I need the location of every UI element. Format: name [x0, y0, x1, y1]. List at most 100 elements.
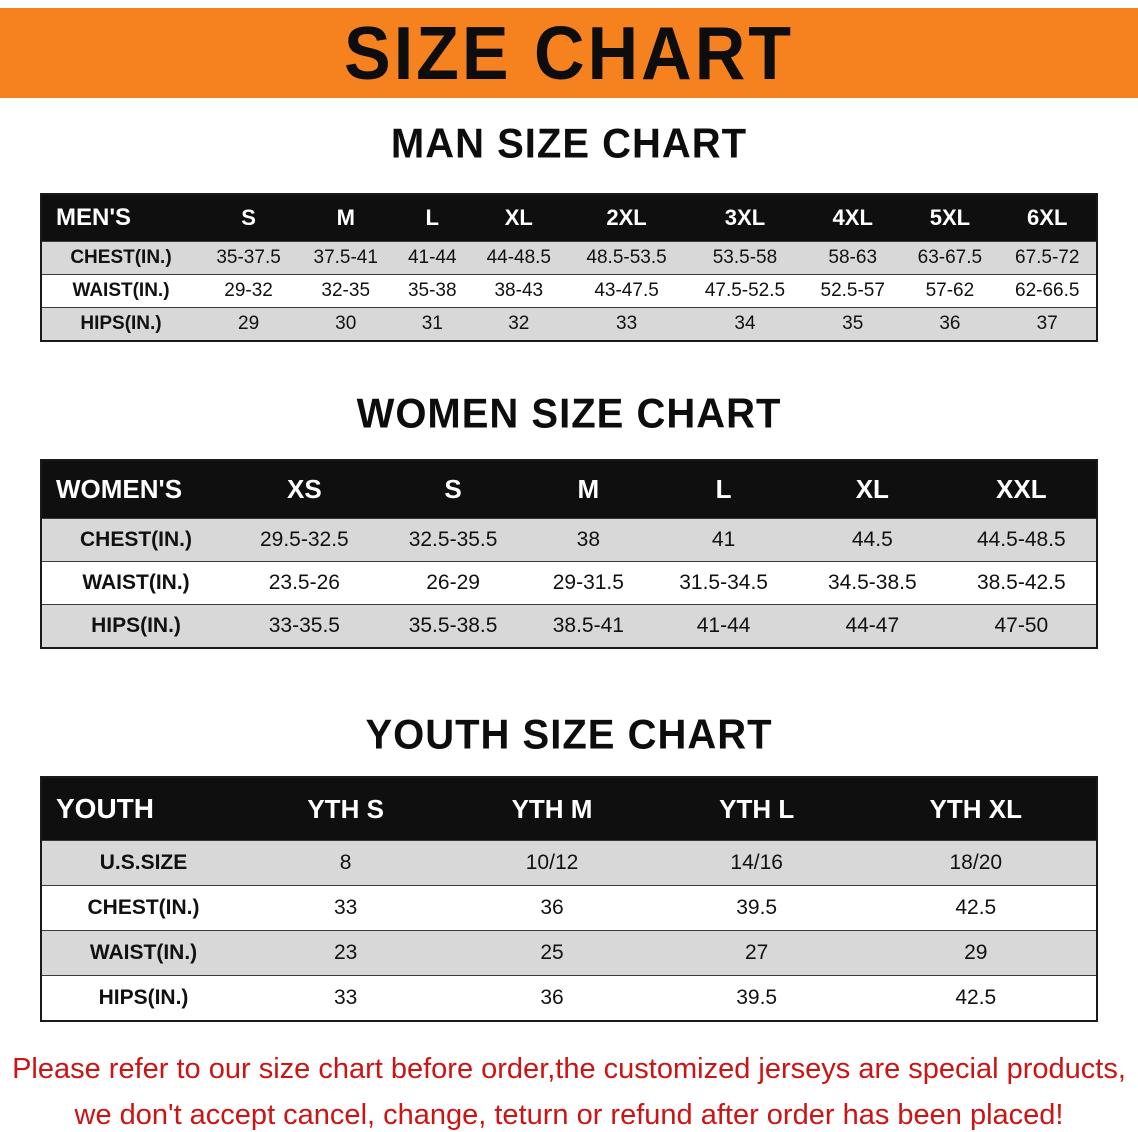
- page-title: SIZE CHART: [344, 10, 794, 96]
- size-value-cell: 52.5-57: [820, 280, 885, 301]
- size-value-cell: 39.5: [736, 986, 778, 1009]
- size-value-cell: 44.5-48.5: [976, 528, 1066, 551]
- disclaimer-line-2: we don't accept cancel, change, teturn o…: [74, 1099, 1064, 1132]
- size-column-header: YTH M: [511, 793, 593, 824]
- size-column-header: 5XL: [929, 205, 971, 230]
- size-value-cell: 41-44: [407, 247, 457, 268]
- size-value-cell: 41: [711, 528, 736, 551]
- size-value-cell: 47-50: [994, 614, 1049, 637]
- row-label-cell: CHEST(IN.): [80, 528, 192, 551]
- row-label-cell: HIPS(IN.): [91, 614, 181, 637]
- size-value-cell: 38.5-41: [552, 614, 624, 637]
- size-value-cell: 36: [540, 986, 564, 1009]
- size-value-cell: 31.5-34.5: [679, 571, 768, 594]
- size-value-cell: 44-48.5: [486, 247, 552, 268]
- size-column-header: M: [336, 205, 355, 230]
- table-row: WAIST(IN.) 23.5-26 26-29 29-31.5 31.5-34.5 34…: [41, 561, 1097, 605]
- size-value-cell: 23: [333, 941, 358, 964]
- size-value-cell: 47.5-52.5: [704, 280, 786, 301]
- size-column-header: L: [425, 205, 439, 230]
- table-row: HIPS(IN.) 33-35.5 35.5-38.5 38.5-41 41-44 44-…: [41, 604, 1097, 648]
- size-value-cell: 14/16: [730, 851, 783, 874]
- size-value-cell: 57-62: [925, 280, 975, 301]
- size-value-cell: 34: [734, 313, 756, 334]
- row-label-cell: HIPS(IN.): [98, 986, 189, 1009]
- section-men: MAN SIZE CHART MEN'S S M L XL 2XL 3XL 4XL 5XL 6XL…: [0, 121, 1138, 342]
- size-value-cell: 30: [335, 313, 357, 334]
- table-header-row: YOUTH YTH S YTH M YTH L YTH XL: [41, 777, 1097, 841]
- table-title-cell: YOUTH: [56, 793, 154, 824]
- size-value-cell: 62-66.5: [1015, 280, 1080, 301]
- size-column-header: M: [577, 474, 600, 504]
- size-value-cell: 36: [939, 313, 961, 334]
- size-column-header: 4XL: [832, 205, 873, 230]
- size-value-cell: 35-38: [407, 280, 457, 301]
- section-youth: YOUTH SIZE CHART YOUTH YTH S YTH M YTH L YTH…: [0, 711, 1138, 1022]
- men-size-table: MEN'S S M L XL 2XL 3XL 4XL 5XL 6XL CHEST(IN.) 35-37…: [40, 193, 1098, 342]
- size-value-cell: 29: [238, 313, 260, 334]
- row-label-cell: HIPS(IN.): [80, 313, 162, 334]
- youth-section-heading: YOUTH SIZE CHART: [365, 711, 773, 759]
- size-value-cell: 58-63: [828, 247, 878, 268]
- disclaimer-line-1: Please refer to our size chart before or…: [12, 1053, 1126, 1085]
- size-value-cell: 48.5-53.5: [586, 247, 667, 268]
- size-value-cell: 10/12: [525, 851, 579, 874]
- size-column-header: YTH L: [719, 793, 795, 824]
- women-section-heading: WOMEN SIZE CHART: [356, 390, 782, 438]
- size-value-cell: 32-35: [321, 280, 371, 301]
- size-value-cell: 39.5: [736, 896, 778, 919]
- size-column-header: S: [241, 205, 256, 230]
- size-value-cell: 35-37.5: [216, 247, 281, 268]
- size-value-cell: 42.5: [955, 896, 997, 919]
- table-row: HIPS(IN.) 33 36 39.5 42.5: [41, 975, 1097, 1021]
- section-women: WOMEN SIZE CHART WOMEN'S XS S M L XL XXL CHEST(…: [0, 390, 1138, 649]
- size-value-cell: 32.5-35.5: [408, 528, 498, 551]
- size-value-cell: 38-43: [494, 280, 544, 301]
- size-column-header: L: [715, 474, 732, 504]
- size-value-cell: 38.5-42.5: [976, 571, 1066, 594]
- table-row: WAIST(IN.) 29-32 32-35 35-38 38-43 43-47.5 47.…: [41, 274, 1097, 308]
- size-value-cell: 18/20: [949, 851, 1003, 874]
- size-value-cell: 36: [540, 896, 564, 919]
- table-header-row: MEN'S S M L XL 2XL 3XL 4XL 5XL 6XL: [41, 194, 1097, 242]
- table-row: WAIST(IN.) 23 25 27 29: [41, 930, 1097, 976]
- size-value-cell: 37.5-41: [313, 247, 378, 268]
- disclaimer-note: Please refer to our size chart before or…: [0, 1048, 1138, 1132]
- size-value-cell: 23.5-26: [268, 571, 340, 594]
- size-value-cell: 44-47: [845, 614, 900, 637]
- banner: SIZE CHART: [0, 8, 1138, 98]
- size-value-cell: 41-44: [696, 614, 751, 637]
- row-label-cell: WAIST(IN.): [82, 571, 190, 594]
- size-value-cell: 29.5-32.5: [259, 528, 349, 551]
- size-column-header: XXL: [996, 474, 1047, 504]
- table-row: CHEST(IN.) 35-37.5 37.5-41 41-44 44-48.5 48.5…: [41, 241, 1097, 275]
- size-value-cell: 33: [333, 896, 358, 919]
- size-column-header: 6XL: [1027, 205, 1068, 230]
- size-value-cell: 33: [616, 313, 638, 334]
- size-value-cell: 63-67.5: [917, 247, 983, 268]
- youth-size-table: YOUTH YTH S YTH M YTH L YTH XL U.S.SIZE 8 10/12…: [40, 776, 1098, 1022]
- size-value-cell: 44.5: [851, 528, 893, 551]
- size-column-header: YTH S: [307, 793, 384, 824]
- size-value-cell: 33: [333, 986, 358, 1009]
- size-column-header: XS: [287, 474, 322, 504]
- size-value-cell: 27: [745, 941, 769, 964]
- size-column-header: 3XL: [724, 205, 766, 230]
- row-label-cell: CHEST(IN.): [87, 896, 200, 919]
- table-row: HIPS(IN.) 29 30 31 32 33 34 35 36 37: [41, 307, 1097, 341]
- size-value-cell: 8: [339, 851, 352, 874]
- size-value-cell: 34.5-38.5: [827, 571, 917, 594]
- size-column-header: 2XL: [606, 205, 647, 230]
- women-size-table: WOMEN'S XS S M L XL XXL CHEST(IN.) 29.5-32.5 32.5…: [40, 459, 1098, 649]
- size-value-cell: 53.5-58: [712, 247, 778, 268]
- size-column-header: XL: [855, 474, 889, 504]
- size-value-cell: 43-47.5: [594, 280, 659, 301]
- size-value-cell: 33-35.5: [268, 614, 340, 637]
- size-value-cell: 67.5-72: [1015, 247, 1080, 268]
- row-label-cell: WAIST(IN.): [89, 941, 198, 964]
- row-label-cell: U.S.SIZE: [99, 851, 188, 874]
- table-row: U.S.SIZE 8 10/12 14/16 18/20: [41, 840, 1097, 886]
- table-title-cell: MEN'S: [56, 204, 132, 231]
- row-label-cell: CHEST(IN.): [70, 247, 172, 268]
